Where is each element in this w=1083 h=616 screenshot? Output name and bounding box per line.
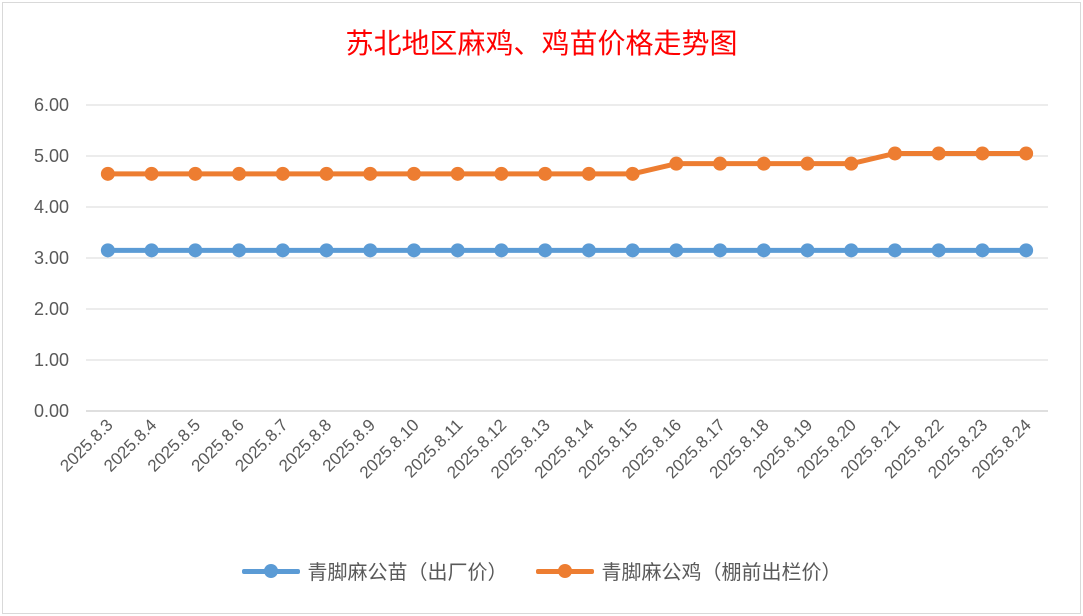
data-point: [713, 156, 728, 171]
data-point: [188, 243, 203, 258]
data-point: [232, 166, 247, 181]
data-point: [363, 166, 378, 181]
data-point: [144, 243, 159, 258]
data-point: [887, 243, 902, 258]
data-point: [975, 146, 990, 161]
series-layer: [100, 146, 1034, 258]
y-tick-label: 1.00: [34, 350, 69, 370]
data-point: [494, 243, 509, 258]
y-tick-label: 0.00: [34, 401, 69, 421]
data-point: [538, 243, 553, 258]
data-point: [800, 156, 815, 171]
data-point: [713, 243, 728, 258]
data-point: [756, 156, 771, 171]
legend-marker-rooster: [557, 563, 572, 578]
y-tick-label: 3.00: [34, 248, 69, 268]
y-tick-label: 5.00: [34, 146, 69, 166]
legend-item-rooster: 青脚麻公鸡（棚前出栏价）: [535, 556, 842, 585]
data-point: [975, 243, 990, 258]
data-point: [581, 243, 596, 258]
y-tick-label: 2.00: [34, 299, 69, 319]
data-point: [363, 243, 378, 258]
data-point: [100, 243, 115, 258]
data-point: [144, 166, 159, 181]
data-point: [232, 243, 247, 258]
data-point: [669, 156, 684, 171]
gridlines: [86, 104, 1048, 412]
data-point: [1019, 146, 1034, 161]
data-point: [538, 166, 553, 181]
chart-title: 苏北地区麻鸡、鸡苗价格走势图: [345, 27, 738, 60]
data-point: [844, 156, 859, 171]
y-tick-label: 4.00: [34, 197, 69, 217]
legend-swatch-seedling: [241, 561, 300, 581]
data-point: [844, 243, 859, 258]
legend: 青脚麻公苗（出厂价） 青脚麻公鸡（棚前出栏价）: [0, 556, 1083, 585]
data-point: [669, 243, 684, 258]
legend-label-rooster: 青脚麻公鸡（棚前出栏价）: [601, 560, 842, 584]
legend-label-seedling: 青脚麻公苗（出厂价）: [307, 560, 508, 584]
data-point: [756, 243, 771, 258]
data-point: [581, 166, 596, 181]
data-point: [275, 243, 290, 258]
data-point: [887, 146, 902, 161]
data-point: [450, 166, 465, 181]
y-axis-ticks: 0.00 1.00 2.00 3.00 4.00 5.00 6.00: [34, 95, 69, 421]
data-point: [406, 243, 421, 258]
data-point: [931, 243, 946, 258]
x-axis-ticks: 2025.8.32025.8.42025.8.52025.8.62025.8.7…: [56, 415, 1035, 482]
data-point: [406, 166, 421, 181]
data-point: [450, 243, 465, 258]
data-point: [100, 166, 115, 181]
series-line-1: [105, 150, 1029, 177]
data-point: [1019, 243, 1034, 258]
data-point: [188, 166, 203, 181]
data-point: [931, 146, 946, 161]
data-point: [319, 243, 334, 258]
legend-item-seedling: 青脚麻公苗（出厂价）: [241, 556, 508, 585]
legend-marker-seedling: [263, 563, 278, 578]
data-point: [275, 166, 290, 181]
data-point: [625, 166, 640, 181]
data-point: [800, 243, 815, 258]
data-point: [494, 166, 509, 181]
legend-swatch-rooster: [535, 561, 594, 581]
data-point: [625, 243, 640, 258]
y-tick-label: 6.00: [34, 95, 69, 115]
data-point: [319, 166, 334, 181]
